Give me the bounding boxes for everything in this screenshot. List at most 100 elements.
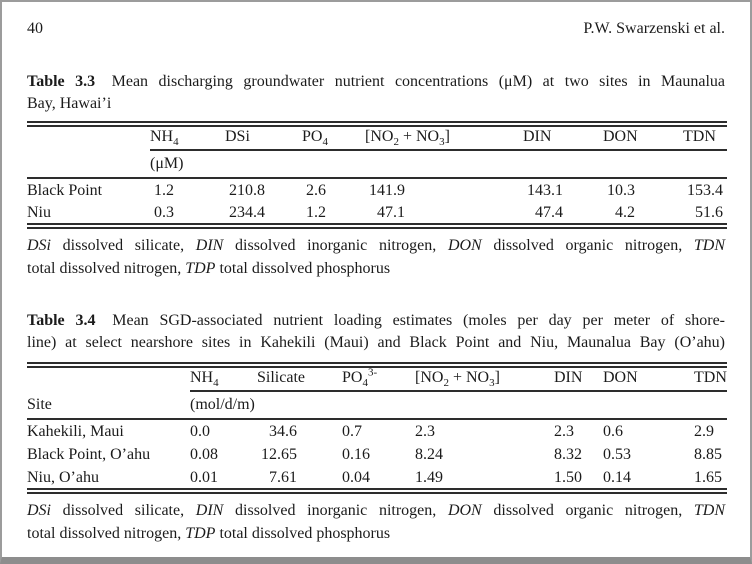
table-row: Kahekili, Maui 0.0 34.6 0.7 2.3 2.3 0.6 … bbox=[27, 419, 727, 443]
cell-po4: 0.04 bbox=[342, 467, 415, 494]
page-header: 40 P.W. Swarzenski et al. bbox=[27, 19, 725, 39]
cell-don: 0.6 bbox=[603, 422, 623, 440]
running-head: P.W. Swarzenski et al. bbox=[583, 20, 725, 37]
table-3-3-caption-line-2: Bay, Hawai’i bbox=[27, 95, 112, 112]
table-3-4-header-row: NH4 Silicate PO43- [NO2 + NO3] DIN DON T… bbox=[27, 365, 727, 392]
col-header-don: DON bbox=[603, 365, 694, 392]
col-header-nh4: NH4 bbox=[190, 365, 257, 392]
cell-don: 4.2 bbox=[603, 202, 683, 229]
col-header-po4: PO4 bbox=[302, 124, 365, 151]
table-3-4-unit-row: Site (mol/d/m) bbox=[27, 391, 727, 420]
cell-silicate: 7.61 bbox=[257, 467, 342, 494]
table-3-4-caption-line-1: Table 3.4 Mean SGD-associated nutrient l… bbox=[27, 310, 725, 332]
table-row: Black Point, O’ahu 0.08 12.65 0.16 8.24 … bbox=[27, 443, 727, 467]
cell-din: 47.4 bbox=[523, 202, 603, 229]
col-header-dsi: DSi bbox=[225, 124, 302, 151]
table-3-3-caption: Table 3.3 Mean discharging groundwater n… bbox=[27, 71, 725, 115]
cell-dsi: 234.4 bbox=[225, 202, 302, 229]
cell-nh4: 0.01 bbox=[190, 467, 257, 494]
table-row: Niu, O’ahu 0.01 7.61 0.04 1.49 1.50 0.14… bbox=[27, 467, 727, 494]
col-header-silicate: Silicate bbox=[257, 365, 342, 392]
cell-po4: 2.6 bbox=[302, 178, 365, 202]
cell-nh4: 1.2 bbox=[150, 178, 225, 202]
footnote-line-2: total dissolved nitrogen, TDP total diss… bbox=[27, 260, 391, 277]
col-header-no2no3: [NO2 + NO3] bbox=[365, 124, 523, 151]
cell-din: 1.50 bbox=[554, 467, 603, 494]
value: 10.3 bbox=[607, 181, 635, 199]
cell-no2no3: 8.24 bbox=[415, 446, 443, 463]
cell-no2no3: 1.49 bbox=[415, 467, 554, 494]
value: 47.1 bbox=[377, 203, 405, 221]
table-3-3-header-row: NH4 DSi PO4 [NO2 + NO3] DIN DON TDN bbox=[27, 124, 727, 151]
table-3-3-footnote: DSi dissolved silicate, DIN dissolved in… bbox=[27, 234, 725, 280]
cell-site: Black Point, O’ahu bbox=[27, 446, 151, 463]
cell-nh4: 0.3 bbox=[150, 202, 225, 229]
cell-din: 143.1 bbox=[523, 178, 603, 202]
value: 1.2 bbox=[306, 203, 326, 221]
cell-don: 0.14 bbox=[603, 467, 694, 494]
cell-site: Black Point bbox=[27, 181, 103, 199]
col-header-tdn: TDN bbox=[683, 124, 727, 151]
value: 51.6 bbox=[695, 203, 723, 221]
cell-nh4: 0.08 bbox=[190, 446, 218, 463]
value: 12.65 bbox=[261, 446, 297, 463]
table-3-3-caption-line-1: Table 3.3 Mean discharging groundwater n… bbox=[27, 71, 725, 93]
cell-site: Kahekili, Maui bbox=[27, 422, 124, 440]
cell-nh4: 0.0 bbox=[190, 422, 210, 440]
value: 34.6 bbox=[269, 422, 297, 440]
table-row: Niu 0.3 234.4 1.2 47.1 47.4 4.2 51.6 bbox=[27, 202, 727, 229]
cell-din: 8.32 bbox=[554, 446, 582, 463]
value: 7.61 bbox=[269, 468, 297, 486]
table-3-3-unit-row: (μM) bbox=[27, 150, 727, 179]
table-3-3: NH4 DSi PO4 [NO2 + NO3] DIN DON TDN (μM)… bbox=[27, 121, 727, 229]
table-3-4-caption: Table 3.4 Mean SGD-associated nutrient l… bbox=[27, 310, 725, 354]
unit-label: (mol/d/m) bbox=[190, 391, 727, 420]
table-3-4-footnote: DSi dissolved silicate, DIN dissolved in… bbox=[27, 499, 725, 545]
cell-tdn: 2.9 bbox=[694, 422, 714, 440]
cell-no2no3: 141.9 bbox=[365, 178, 523, 202]
value: 2.6 bbox=[306, 181, 326, 199]
col-header-din: DIN bbox=[554, 365, 603, 392]
table-3-4-caption-line-2: line) at select nearshore sites in Kahek… bbox=[27, 334, 725, 351]
value: 210.8 bbox=[229, 181, 265, 199]
cell-silicate: 12.65 bbox=[257, 443, 342, 467]
table-3-4-caption-text: Mean SGD-associated nutrient loading est… bbox=[112, 312, 726, 329]
col-header-don: DON bbox=[603, 124, 683, 151]
value: 234.4 bbox=[229, 203, 265, 221]
cell-din: 2.3 bbox=[554, 422, 574, 440]
page-number: 40 bbox=[27, 20, 43, 37]
unit-label: (μM) bbox=[150, 150, 727, 179]
col-header-empty bbox=[27, 124, 150, 150]
table-3-4: NH4 Silicate PO43- [NO2 + NO3] DIN DON T… bbox=[27, 362, 727, 494]
table-row: Black Point 1.2 210.8 2.6 141.9 143.1 10… bbox=[27, 178, 727, 202]
value: 143.1 bbox=[527, 181, 563, 199]
footnote-line-1: DSi dissolved silicate, DIN dissolved in… bbox=[27, 502, 725, 519]
cell-site: Niu, O’ahu bbox=[27, 467, 190, 494]
value: 4.2 bbox=[615, 203, 635, 221]
cell-po4: 0.16 bbox=[342, 446, 370, 463]
col-header-nh4: NH4 bbox=[150, 124, 225, 151]
footnote-line-2: total dissolved nitrogen, TDP total diss… bbox=[27, 525, 391, 542]
value: 47.4 bbox=[535, 203, 563, 221]
cell-tdn: 1.65 bbox=[694, 467, 727, 494]
value: 0.3 bbox=[154, 203, 174, 221]
cell-site: Niu bbox=[27, 202, 150, 229]
value: 1.2 bbox=[154, 181, 174, 199]
cell-tdn: 153.4 bbox=[683, 178, 727, 202]
cell-po4: 1.2 bbox=[302, 202, 365, 229]
value: 153.4 bbox=[687, 181, 723, 199]
col-header-empty bbox=[27, 365, 190, 391]
col-header-po4: PO43- bbox=[342, 365, 415, 392]
footnote-line-1: DSi dissolved silicate, DIN dissolved in… bbox=[27, 237, 725, 254]
unit-row-empty-cell bbox=[27, 150, 150, 179]
cell-silicate: 34.6 bbox=[257, 419, 342, 443]
site-column-label: Site bbox=[27, 391, 190, 420]
cell-dsi: 210.8 bbox=[225, 178, 302, 202]
table-3-4-caption-label: Table 3.4 bbox=[27, 312, 96, 329]
table-3-3-caption-text: Mean discharging groundwater nutrient co… bbox=[111, 73, 726, 90]
cell-no2no3: 47.1 bbox=[365, 202, 523, 229]
cell-po4: 0.7 bbox=[342, 422, 362, 440]
cell-tdn: 51.6 bbox=[683, 202, 727, 229]
cell-no2no3: 2.3 bbox=[415, 422, 435, 440]
